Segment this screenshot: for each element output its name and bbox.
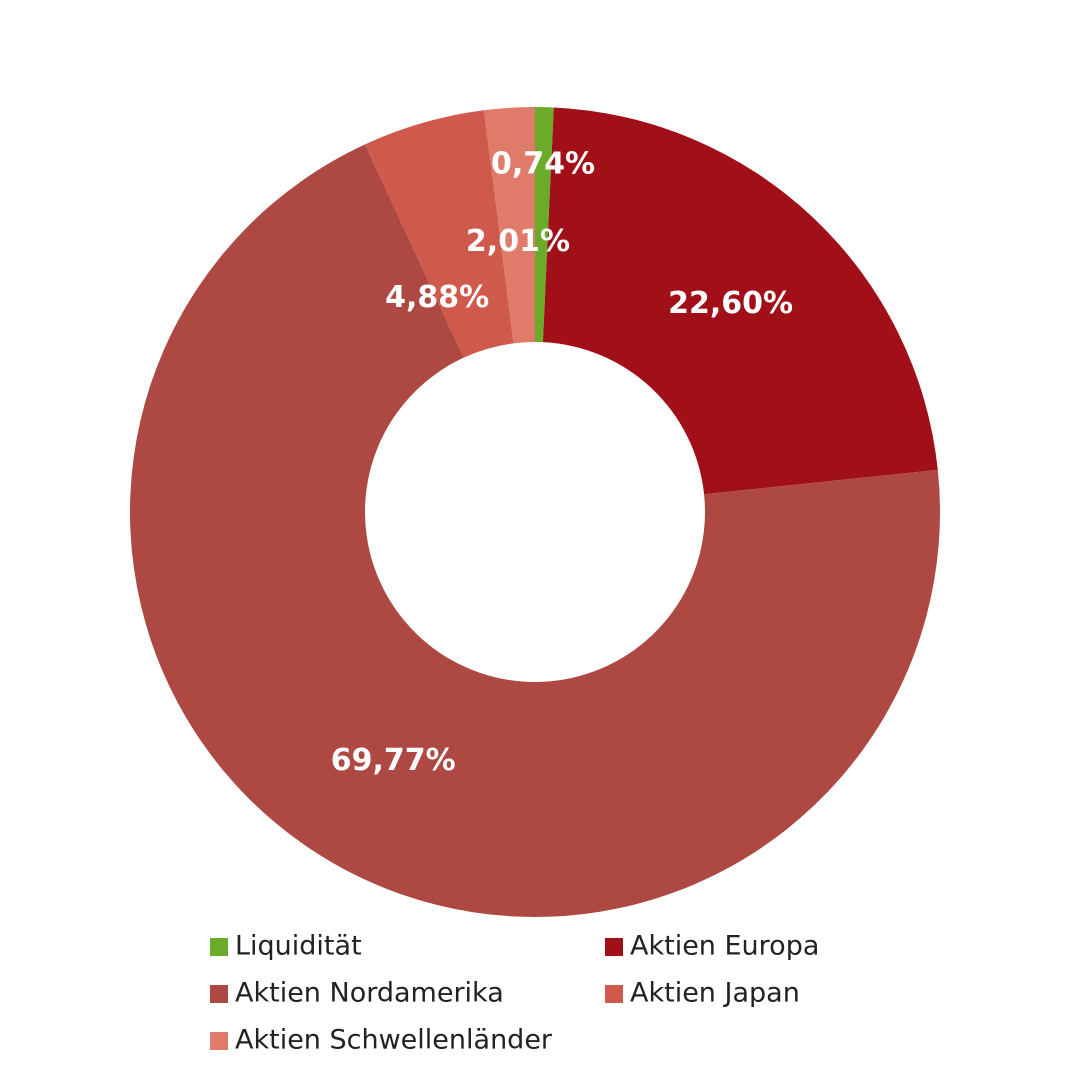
slice <box>535 107 554 343</box>
slice <box>542 107 938 495</box>
value-label: 0,74% <box>491 147 595 182</box>
legend-swatch <box>210 985 228 1003</box>
legend-label: Aktien Schwellenländer <box>235 1025 553 1056</box>
slice <box>365 110 514 358</box>
value-label: 4,88% <box>385 280 489 315</box>
legend-swatch <box>605 985 623 1003</box>
legend-label: Aktien Nordamerika <box>235 978 504 1009</box>
value-label: 22,60% <box>668 286 793 321</box>
legend-label: Aktien Japan <box>630 978 800 1009</box>
slice <box>483 107 535 344</box>
legend-swatch <box>605 938 623 956</box>
slice <box>130 144 940 917</box>
legend-label: Liquidität <box>235 931 362 962</box>
legend-swatch <box>210 1032 228 1050</box>
value-label: 69,77% <box>331 743 456 778</box>
value-label: 2,01% <box>466 224 570 259</box>
legend-swatch <box>210 938 228 956</box>
legend-label: Aktien Europa <box>630 931 819 962</box>
